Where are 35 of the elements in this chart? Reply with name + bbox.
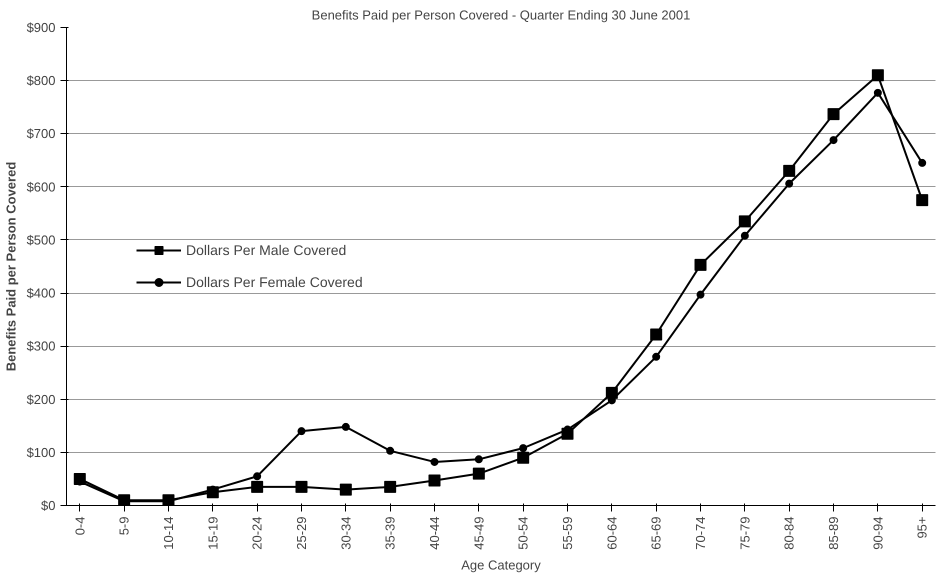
legend-label: Dollars Per Female Covered xyxy=(186,274,363,290)
x-tick-label: 55-59 xyxy=(560,516,576,550)
x-tick-label: 20-24 xyxy=(250,516,265,550)
x-tick-label: 80-84 xyxy=(782,516,797,550)
x-tick-label: 60-64 xyxy=(604,516,620,550)
y-tick-label: $500 xyxy=(26,232,56,248)
x-tick-label: 85-89 xyxy=(826,516,842,550)
legend-label: Dollars Per Male Covered xyxy=(186,242,346,258)
y-axis-title: Benefits Paid per Person Covered xyxy=(4,162,19,372)
x-tick-label: 0-4 xyxy=(72,516,88,536)
y-tick-label: $0 xyxy=(41,498,56,513)
x-tick-label: 30-34 xyxy=(338,516,354,550)
y-tick-label: $800 xyxy=(26,73,56,88)
y-tick-label: $700 xyxy=(26,126,56,142)
x-tick-label: 5-9 xyxy=(116,516,132,536)
x-tick-label: 10-14 xyxy=(160,516,176,550)
chart-title: Benefits Paid per Person Covered - Quarter Ending 30 June 2001 xyxy=(312,8,690,22)
x-tick-label: 75-79 xyxy=(737,516,752,550)
x-tick-label: 65-69 xyxy=(648,516,664,550)
y-tick-label: $600 xyxy=(26,179,56,194)
y-tick-label: $300 xyxy=(26,338,56,354)
x-tick-label: 25-29 xyxy=(294,516,309,550)
y-tick-label: $100 xyxy=(26,444,56,460)
x-tick-label: 90-94 xyxy=(870,516,886,550)
x-tick-label: 35-39 xyxy=(382,516,398,550)
x-tick-label: 45-49 xyxy=(471,516,486,550)
x-tick-label: 50-54 xyxy=(516,516,531,550)
y-tick-label: $900 xyxy=(26,20,56,35)
y-tick-label: $400 xyxy=(26,286,56,301)
y-tick-label: $200 xyxy=(26,392,56,407)
x-tick-label: 95+ xyxy=(914,516,930,539)
x-tick-label: 40-44 xyxy=(426,516,442,550)
x-axis-title: Age Category xyxy=(461,558,542,573)
x-tick-label: 15-19 xyxy=(205,516,220,550)
x-tick-label: 70-74 xyxy=(693,516,708,550)
